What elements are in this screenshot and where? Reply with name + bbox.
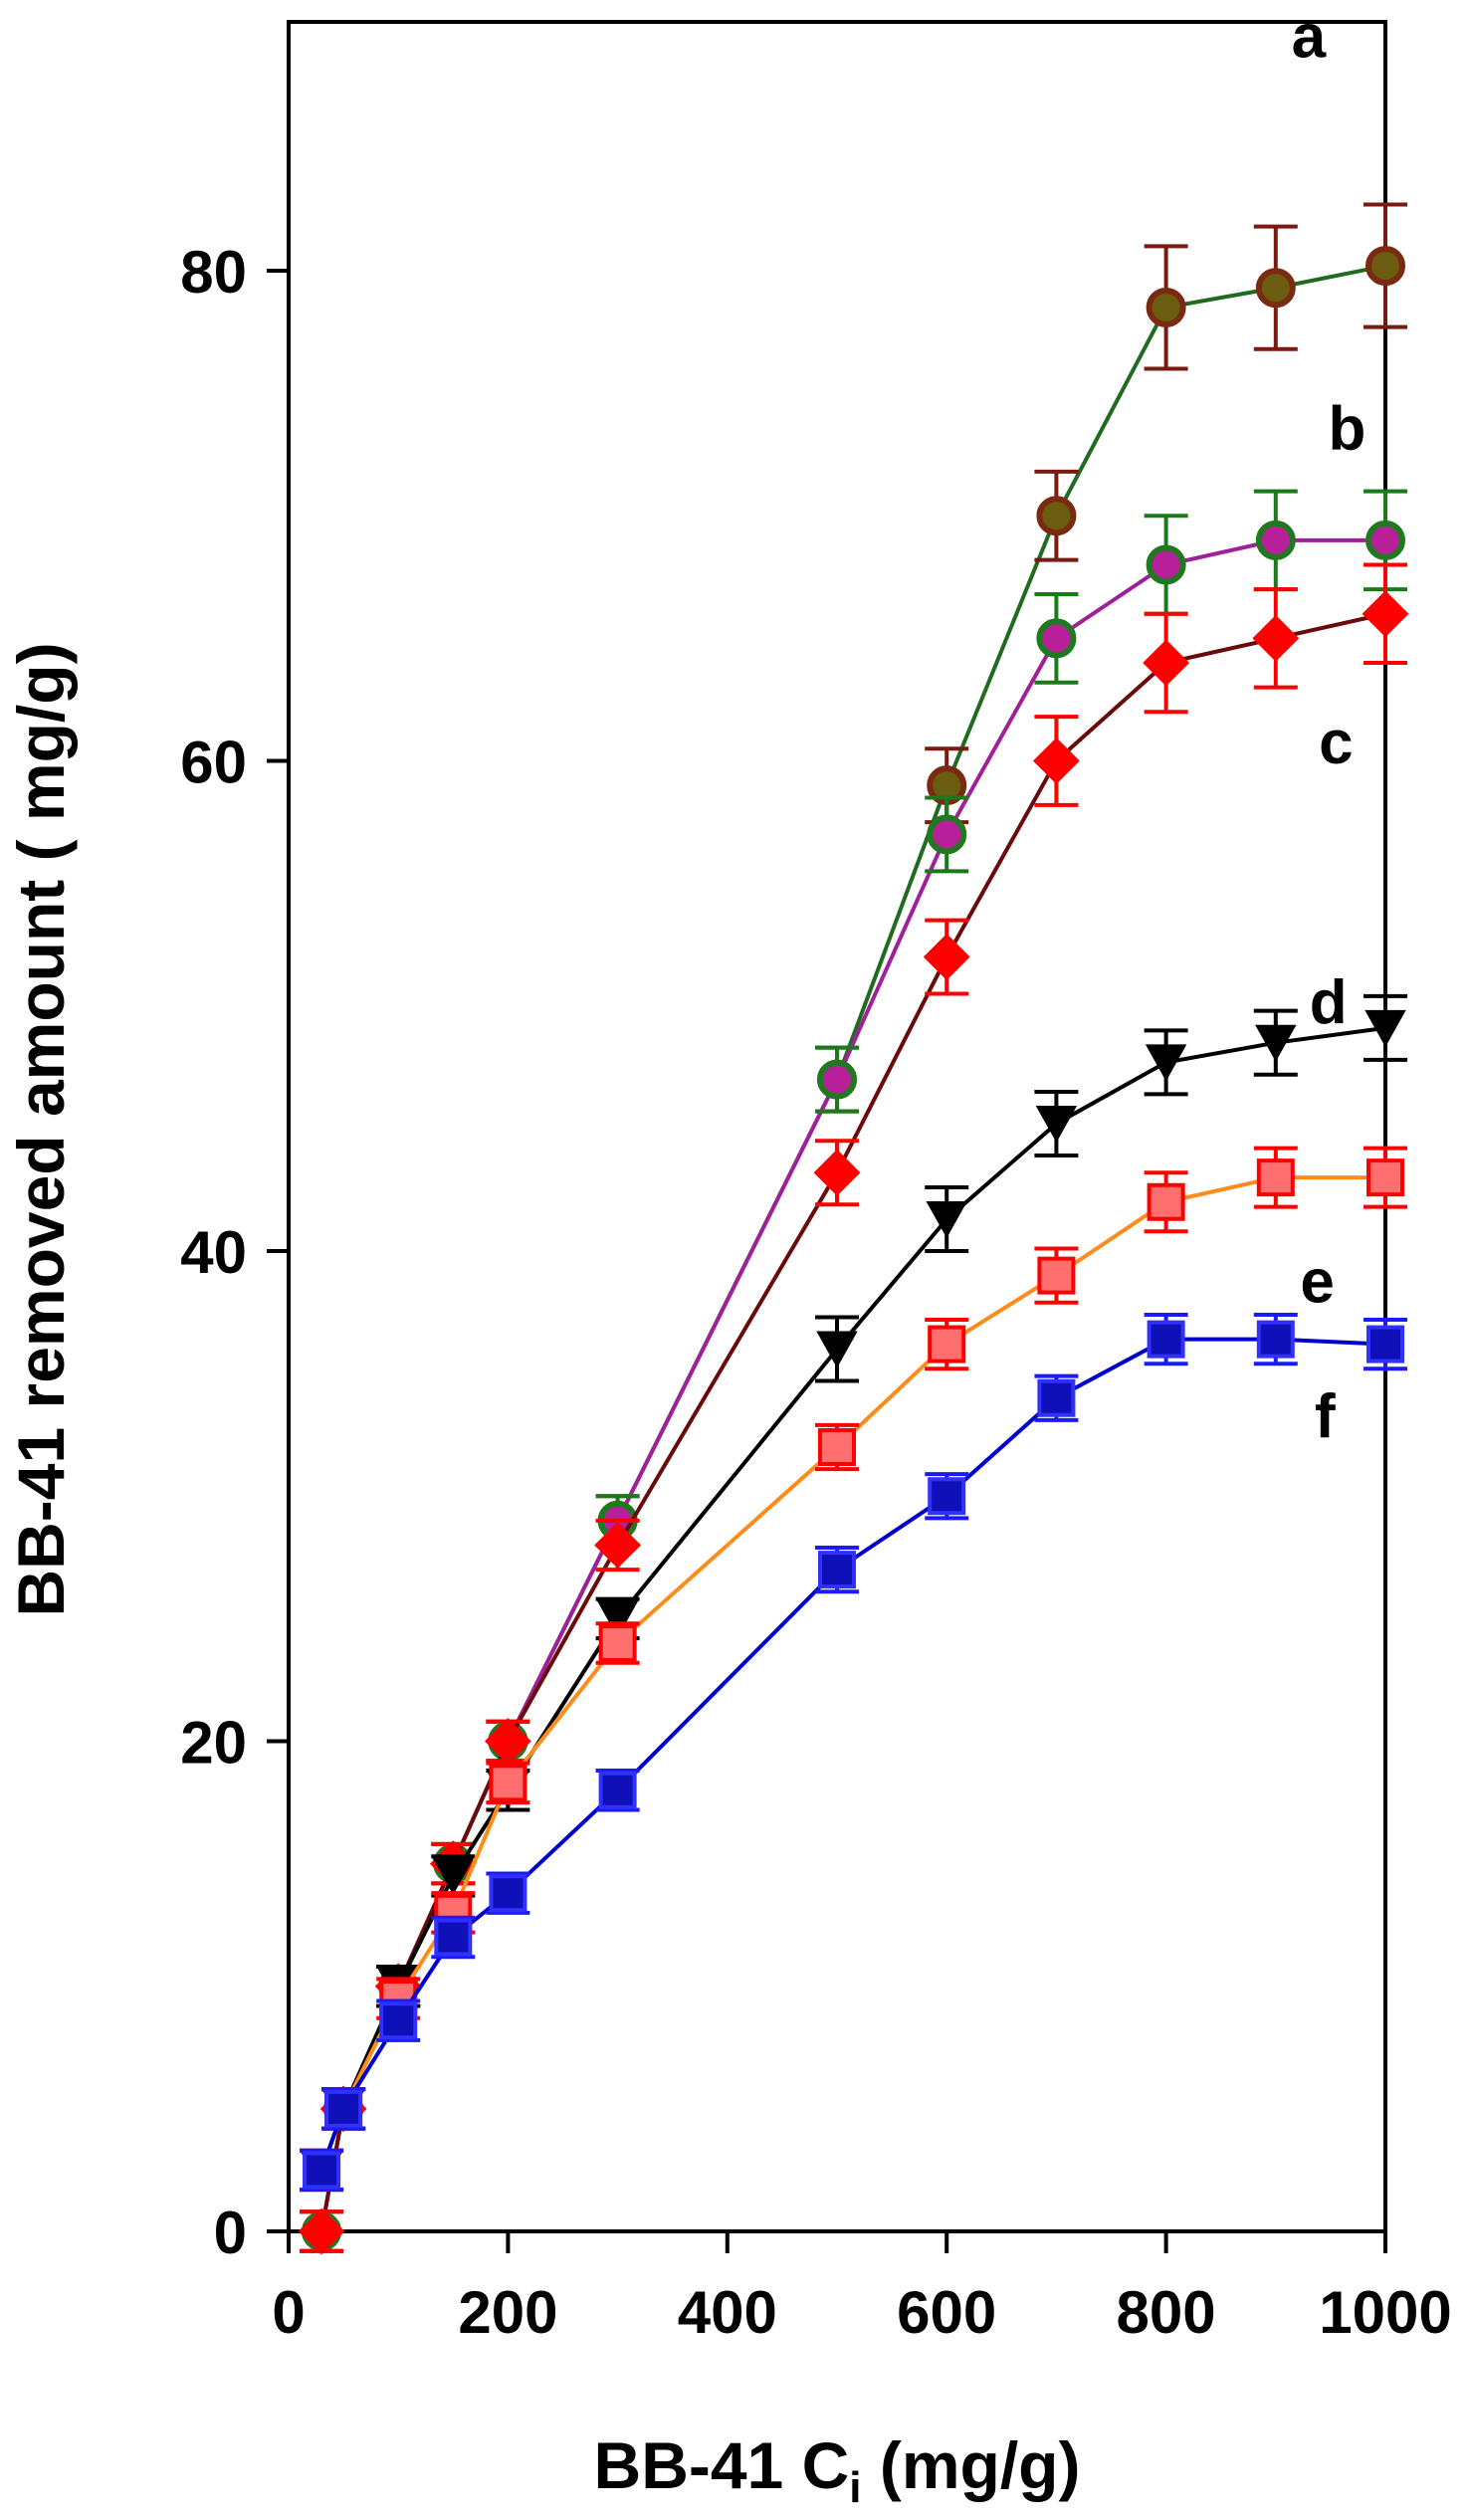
series-layer [298,202,1409,2255]
x-tick-label: 0 [272,2279,305,2346]
series-b [300,489,1407,2253]
data-point [1256,1158,1295,1197]
data-point [1037,1256,1076,1295]
data-point [1255,1024,1297,1062]
y-tick-label: 80 [180,239,247,306]
x-axis-title: BB-41 Ci (mg/g) [594,2428,1081,2512]
x-tick-label: 800 [1117,2279,1216,2346]
data-point [434,1918,473,1957]
data-point [489,1764,527,1802]
series-label-e: e [1300,1248,1334,1317]
data-point [1036,618,1077,659]
data-point [1256,1320,1295,1359]
data-point [1255,268,1296,309]
series-label-c: c [1319,709,1353,777]
y-tick-label: 40 [180,1219,247,1286]
data-point [1032,737,1080,784]
data-point [818,1551,856,1589]
series-e [300,1146,1407,2193]
series-line [319,1025,1386,2172]
data-point [1036,496,1077,536]
data-point [303,2151,341,2190]
labels-layer: a b c d ef [1292,3,1366,1451]
series-label-f: f [1315,1382,1336,1451]
data-point [1366,1158,1404,1197]
data-point [1365,246,1405,287]
data-point [927,814,967,855]
x-tick-label: 1000 [1319,2279,1451,2346]
data-point [928,1325,966,1364]
y-tick-label: 0 [214,2200,247,2266]
data-point [1037,1378,1076,1417]
series-label-d: d [1310,968,1348,1037]
data-point [928,1477,966,1516]
data-point [324,2089,363,2128]
x-tick-label: 400 [678,2279,777,2346]
data-point [489,1874,527,1913]
data-point [379,2001,418,2040]
data-point [1147,1182,1185,1221]
data-point [1147,1320,1185,1359]
series-line [319,1175,1385,2172]
data-point [432,1857,475,1895]
y-tick-label: 20 [180,1710,247,1777]
series-f [300,1313,1407,2193]
data-point [1362,590,1409,638]
data-point [926,1200,967,1239]
series-line [319,611,1386,2232]
data-point [1146,287,1186,327]
data-point [923,934,970,980]
data-point [817,1059,857,1100]
data-point [598,1624,637,1662]
data-point [1146,544,1186,585]
data-point [1252,614,1300,662]
data-point [818,1428,856,1466]
series-line [319,264,1386,2232]
data-point [1145,1044,1187,1082]
series-c [298,562,1409,2255]
data-point [594,1522,642,1569]
x-tick-label: 200 [458,2279,557,2346]
y-tick-label: 60 [180,730,247,796]
y-axis-title: BB-41 removed amount ( mg/g) [4,642,78,1616]
data-point [813,1149,861,1196]
plot-frame [287,20,1387,2233]
data-point [1365,1009,1406,1047]
data-point [1143,639,1190,687]
data-point [484,1718,531,1765]
series-line [319,537,1385,2232]
series-label-b: b [1328,395,1365,464]
data-point [598,1771,637,1809]
series-label-a: a [1292,3,1327,72]
data-point [1365,520,1405,560]
x-tick-label: 600 [897,2279,996,2346]
data-point [816,1331,858,1368]
data-point [1255,520,1296,560]
data-point [1035,1105,1078,1143]
data-point [596,1600,639,1638]
data-point [298,2207,345,2255]
data-point [1366,1325,1404,1364]
